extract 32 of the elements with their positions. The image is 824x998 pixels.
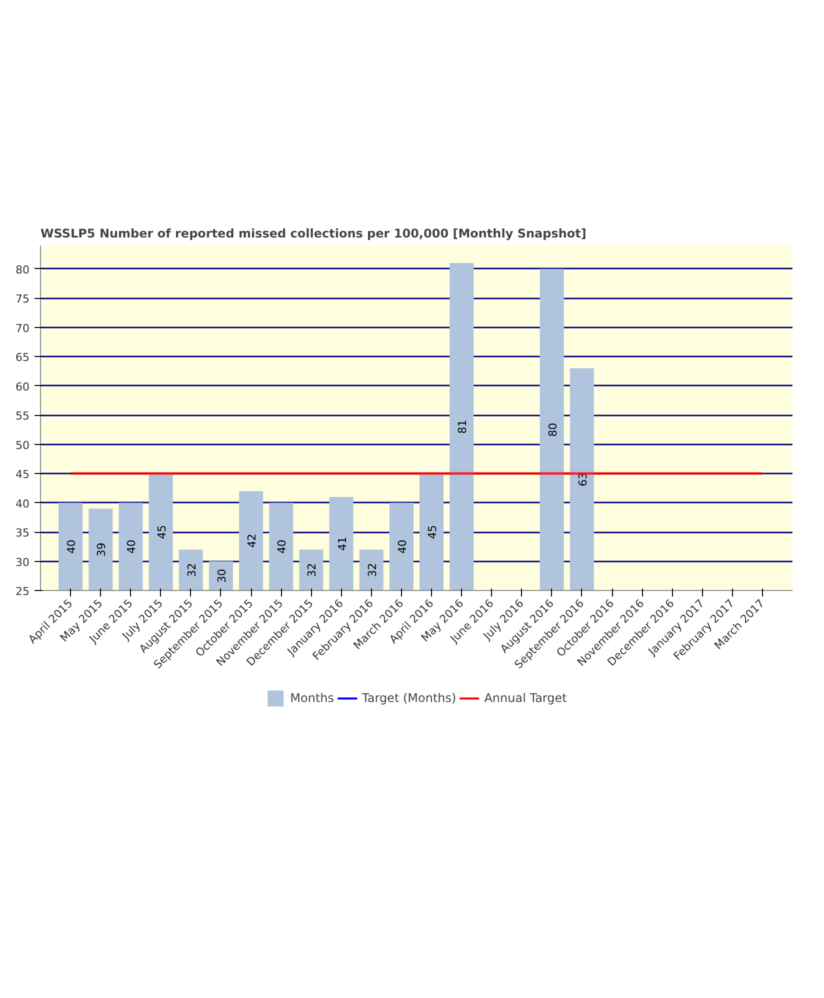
y-tick-label: 25 [16, 585, 30, 598]
y-tick-label: 45 [16, 468, 30, 482]
data-label: 45 [426, 525, 440, 540]
legend-label: Months [290, 691, 334, 705]
data-label: 42 [246, 534, 259, 548]
data-label: 32 [366, 563, 379, 578]
data-label: 32 [185, 563, 198, 578]
y-tick-label: 70 [16, 322, 30, 335]
y-tick-label: 80 [16, 263, 30, 276]
y-tick-label: 75 [16, 292, 30, 306]
y-tick-label: 40 [16, 497, 30, 510]
data-label: 40 [396, 540, 409, 554]
data-label: 63 [576, 472, 590, 486]
data-label: 81 [456, 420, 470, 434]
y-tick-label: 60 [16, 380, 30, 394]
data-label: 39 [95, 542, 108, 557]
y-tick-label: 50 [16, 438, 30, 452]
data-label: 40 [65, 540, 78, 554]
y-tick-label: 55 [16, 410, 30, 423]
data-label: 41 [336, 536, 349, 551]
data-label: 40 [276, 540, 289, 554]
legend-label: Target (Months) [362, 691, 456, 705]
chart-title: WSSLP5 Number of reported missed collections per 100,000 [Monthly Snapshot] [40, 226, 586, 240]
data-label: 40 [125, 540, 138, 554]
data-label: 80 [546, 422, 560, 437]
y-tick-label: 65 [16, 351, 30, 364]
y-tick-label: 35 [16, 526, 30, 540]
data-label: 32 [306, 563, 319, 578]
legend-label: Annual Target [484, 691, 567, 705]
y-tick-label: 30 [16, 556, 30, 569]
data-label: 30 [215, 568, 228, 583]
data-label: 45 [155, 525, 168, 540]
